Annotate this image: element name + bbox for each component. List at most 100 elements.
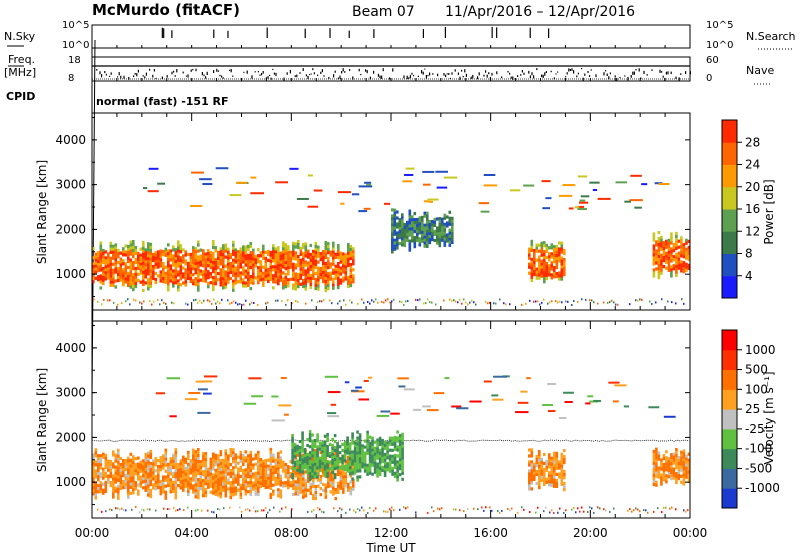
velocity-cell bbox=[277, 473, 280, 477]
velocity-sparse-cell bbox=[493, 375, 508, 378]
velocity-cell bbox=[323, 473, 327, 477]
power-cell bbox=[441, 235, 444, 239]
power-cell bbox=[563, 249, 566, 253]
velocity-noise-cell bbox=[589, 506, 591, 509]
nave-mark bbox=[582, 77, 584, 81]
power-cell bbox=[438, 226, 442, 230]
velocity-cell bbox=[388, 469, 392, 473]
velocity-cell bbox=[685, 469, 688, 473]
nave-mark bbox=[403, 75, 405, 79]
velocity-cell bbox=[550, 468, 554, 472]
velocity-cell bbox=[232, 487, 235, 491]
velocity-cell bbox=[303, 451, 307, 455]
velocity-cell bbox=[199, 484, 203, 488]
velocity-cell bbox=[224, 467, 228, 471]
velocity-cell bbox=[257, 477, 260, 481]
power-cell bbox=[687, 266, 691, 270]
velocity-cell bbox=[533, 465, 536, 469]
velocity-cell bbox=[162, 481, 165, 485]
velocity-cell bbox=[127, 459, 130, 463]
power-cell bbox=[307, 279, 310, 283]
velocity-cell bbox=[655, 474, 658, 478]
power-cell bbox=[197, 288, 200, 292]
power-cell bbox=[129, 270, 133, 274]
velocity-sparse-cell bbox=[188, 391, 201, 394]
power-cell bbox=[334, 264, 338, 268]
velocity-cell bbox=[298, 458, 302, 462]
velocity-cell bbox=[239, 483, 243, 487]
velocity-cell bbox=[174, 448, 178, 452]
velocity-cell bbox=[381, 468, 384, 473]
power-cell bbox=[662, 256, 666, 260]
power-cell bbox=[252, 248, 255, 252]
power-noise-cell bbox=[367, 300, 369, 303]
velocity-noise-cell bbox=[197, 508, 199, 511]
power-cell bbox=[314, 271, 318, 276]
velocity-colorbar-label: -25 bbox=[745, 422, 765, 436]
power-cell bbox=[262, 283, 265, 287]
velocity-cell bbox=[687, 479, 691, 483]
power-cell bbox=[187, 264, 190, 268]
power-cell bbox=[317, 275, 320, 279]
power-cell bbox=[97, 266, 100, 270]
power-cell bbox=[174, 266, 178, 270]
velocity-cell bbox=[342, 469, 345, 473]
velocity-cell bbox=[339, 480, 343, 484]
velocity-cell bbox=[662, 463, 666, 467]
power-noise-cell bbox=[151, 303, 153, 306]
power-cell bbox=[297, 255, 300, 259]
velocity-cell bbox=[297, 453, 300, 457]
velocity-cell bbox=[298, 467, 302, 471]
velocity-cell bbox=[336, 463, 339, 467]
power-cell bbox=[257, 281, 260, 285]
power-cell bbox=[102, 248, 105, 253]
velocity-cell bbox=[291, 475, 294, 480]
power-cell bbox=[545, 270, 549, 275]
power-cell bbox=[667, 253, 671, 257]
power-cell bbox=[528, 256, 531, 260]
power-cell bbox=[657, 261, 661, 265]
velocity-cell bbox=[242, 456, 245, 461]
velocity-cell bbox=[363, 454, 367, 458]
power-cell bbox=[234, 248, 238, 252]
power-cell bbox=[97, 251, 100, 255]
nave-mark bbox=[449, 77, 451, 80]
velocity-cell bbox=[555, 451, 559, 455]
power-cell bbox=[232, 246, 235, 250]
nave-mark bbox=[569, 69, 571, 71]
velocity-cell bbox=[296, 450, 299, 454]
velocity-noise-cell bbox=[333, 507, 335, 510]
velocity-cell bbox=[94, 454, 98, 458]
power-cell bbox=[272, 250, 275, 254]
velocity-cell bbox=[202, 455, 205, 459]
power-cell bbox=[132, 261, 135, 265]
power-cell bbox=[396, 240, 399, 244]
power-cell bbox=[680, 248, 683, 252]
power-cell bbox=[391, 244, 394, 248]
nave-mark bbox=[589, 75, 591, 77]
velocity-noise-cell bbox=[355, 511, 357, 514]
power-cell bbox=[189, 252, 193, 257]
power-cell bbox=[652, 244, 656, 248]
power-cell bbox=[142, 279, 145, 283]
velocity-cell bbox=[563, 461, 566, 465]
velocity-cell bbox=[94, 490, 98, 494]
velocity-cell bbox=[675, 475, 678, 479]
power-noise-cell bbox=[233, 300, 235, 303]
power-cell bbox=[347, 281, 350, 286]
power-cell bbox=[680, 251, 683, 255]
power-cell bbox=[441, 232, 444, 236]
velocity-cell bbox=[553, 478, 556, 482]
power-cell bbox=[337, 280, 340, 284]
power-cell bbox=[299, 264, 303, 268]
power-cell bbox=[137, 260, 140, 264]
power-cell bbox=[244, 263, 248, 267]
velocity-cell bbox=[393, 435, 397, 439]
power-cell bbox=[284, 249, 288, 253]
velocity-cell bbox=[323, 458, 327, 462]
velocity-noise-cell bbox=[529, 511, 531, 514]
nave-mark bbox=[339, 75, 341, 79]
nave-mark bbox=[153, 69, 155, 72]
velocity-cell bbox=[303, 454, 307, 458]
nave-mark bbox=[307, 75, 309, 80]
